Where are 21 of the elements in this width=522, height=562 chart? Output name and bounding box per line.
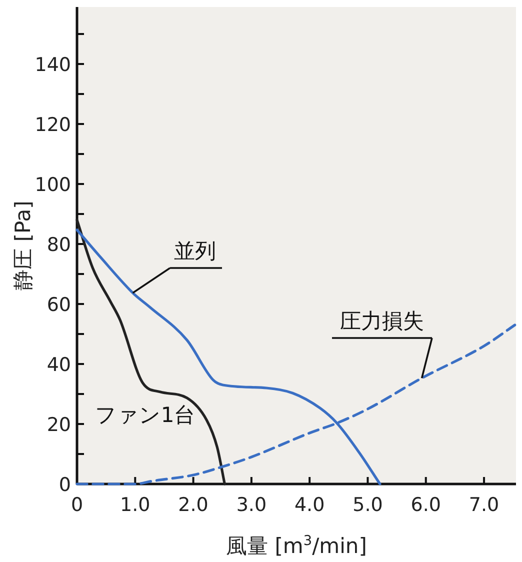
y-tick-label: 40	[46, 354, 71, 376]
x-axis-title: 風量 [m$^{3}$/min]	[226, 533, 367, 558]
x-tick-label: 4.0	[294, 494, 325, 516]
x-tick-label: 5.0	[352, 494, 383, 516]
text: 並列	[174, 239, 216, 263]
y-tick-label: 20	[46, 414, 71, 436]
x-tick-label: 6.0	[410, 494, 441, 516]
y-tick-label: 60	[46, 294, 71, 316]
x-tick-label: 7.0	[468, 494, 500, 516]
x-tick-label: 1.0	[120, 494, 150, 516]
y-tick-label: 0	[58, 474, 71, 496]
y-tick-label: 100	[34, 174, 71, 196]
series-label: ファン1台	[94, 403, 196, 427]
line-series	[76, 218, 226, 486]
y-tick-label: 140	[34, 54, 71, 76]
series-label: 圧力損失	[340, 309, 424, 333]
y-tick-label: 80	[46, 234, 71, 256]
x-tick-label: 3.0	[236, 494, 267, 516]
x-tick-label: 2.0	[178, 494, 208, 516]
y-tick-label: 120	[34, 114, 71, 136]
y-axis-title: 静圧 [Pa]	[11, 200, 35, 290]
